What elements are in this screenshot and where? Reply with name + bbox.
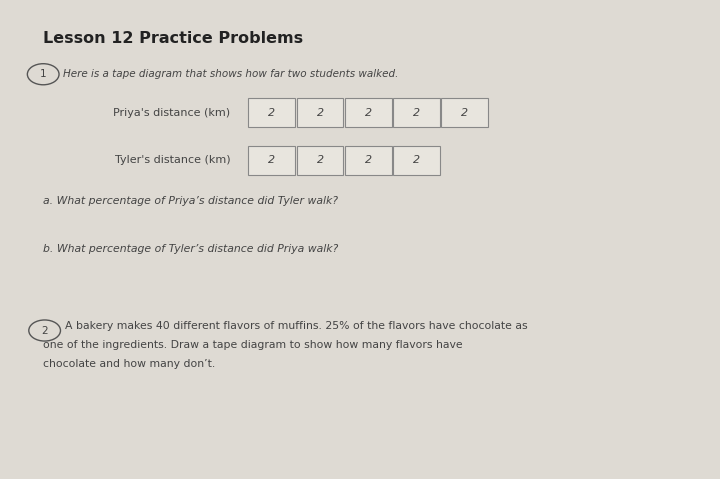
Bar	[393, 146, 440, 175]
Text: A bakery makes 40 different flavors of muffins. 25% of the flavors have chocolat: A bakery makes 40 different flavors of m…	[65, 321, 528, 331]
Text: Here is a tape diagram that shows how far two students walked.: Here is a tape diagram that shows how fa…	[63, 69, 399, 79]
Bar	[345, 98, 392, 127]
Text: b. What percentage of Tyler’s distance did Priya walk?: b. What percentage of Tyler’s distance d…	[43, 244, 338, 254]
Text: 2: 2	[317, 156, 323, 165]
Text: 2: 2	[365, 156, 372, 165]
Bar	[441, 98, 488, 127]
Text: 2: 2	[413, 156, 420, 165]
Text: 1: 1	[40, 69, 47, 79]
Text: a. What percentage of Priya’s distance did Tyler walk?: a. What percentage of Priya’s distance d…	[43, 196, 338, 206]
Text: Tyler's distance (km): Tyler's distance (km)	[114, 156, 230, 165]
Text: one of the ingredients. Draw a tape diagram to show how many flavors have: one of the ingredients. Draw a tape diag…	[43, 340, 463, 350]
Bar	[297, 146, 343, 175]
Text: 2: 2	[269, 108, 275, 117]
Text: 2: 2	[462, 108, 468, 117]
Text: chocolate and how many don’t.: chocolate and how many don’t.	[43, 359, 215, 369]
Text: 2: 2	[317, 108, 323, 117]
Bar	[345, 146, 392, 175]
Text: 2: 2	[413, 108, 420, 117]
Bar	[248, 146, 295, 175]
Text: 2: 2	[41, 326, 48, 335]
Text: 2: 2	[269, 156, 275, 165]
Bar	[297, 98, 343, 127]
Text: 2: 2	[365, 108, 372, 117]
Bar	[248, 98, 295, 127]
Bar	[393, 98, 440, 127]
Text: Priya's distance (km): Priya's distance (km)	[113, 108, 230, 117]
Text: Lesson 12 Practice Problems: Lesson 12 Practice Problems	[43, 31, 303, 46]
